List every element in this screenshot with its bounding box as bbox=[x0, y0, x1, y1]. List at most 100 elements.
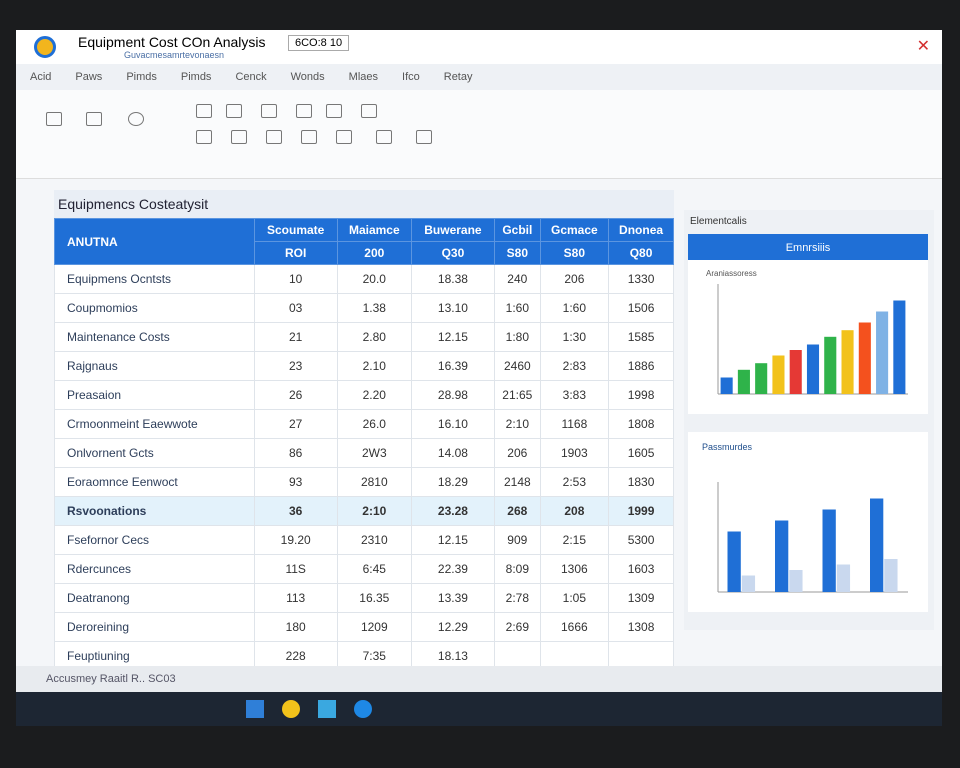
bar bbox=[884, 559, 898, 592]
ribbon-tabs: Acid Paws Pimds Pimds Cenck Wonds Mlaes Ifco Ret… bbox=[16, 64, 942, 90]
cell: 1585 bbox=[608, 322, 674, 352]
cell: 2148 bbox=[494, 467, 541, 497]
table-row: Onlvornent Gcts 86 2W3 14.08 206 1903 1605 bbox=[54, 438, 674, 468]
table-row: Deatranong 113 16.35 13.39 2:78 1:05 1309 bbox=[54, 583, 674, 613]
bar bbox=[727, 531, 741, 592]
chart-legend: Araniassoress bbox=[706, 269, 757, 278]
column-header: Maiamce bbox=[336, 218, 412, 242]
cell: 26 bbox=[253, 380, 338, 410]
cell: 3:83 bbox=[539, 380, 610, 410]
cell: 36 bbox=[253, 496, 338, 526]
cell: 1506 bbox=[608, 293, 674, 323]
chart-title: Passmurdes bbox=[702, 442, 753, 452]
window-title: Equipment Cost COn Analysis bbox=[78, 34, 266, 50]
task-icon[interactable] bbox=[354, 700, 372, 718]
cell: 2:10 bbox=[336, 496, 412, 526]
cell: 11S bbox=[253, 554, 338, 584]
screen: Equipment Cost COn Analysis Guvacmesamrt… bbox=[16, 30, 942, 726]
task-icon[interactable] bbox=[318, 700, 336, 718]
chart-title: Emnrsiiis bbox=[786, 242, 831, 254]
table-row: Eoraomnce Eenwoct 93 2810 18.29 2148 2:53 1830 bbox=[54, 467, 674, 497]
unit-header: Q30 bbox=[410, 241, 496, 265]
ribbon-tab[interactable]: Wonds bbox=[290, 71, 325, 83]
bar bbox=[789, 570, 803, 592]
cell: 8:09 bbox=[494, 554, 541, 584]
unit-row: ROI 200 Q30 S80 S80 Q80 bbox=[55, 241, 674, 265]
cell: 1830 bbox=[608, 467, 674, 497]
cell: 268 bbox=[494, 496, 541, 526]
app-icon bbox=[34, 36, 56, 58]
bar bbox=[836, 564, 851, 592]
bar bbox=[858, 322, 871, 394]
ribbon-tab[interactable]: Paws bbox=[75, 71, 103, 83]
bar bbox=[772, 355, 785, 394]
row-label: Preasaion bbox=[54, 380, 255, 410]
chart: Passmurdes bbox=[688, 432, 928, 612]
cell: 23.28 bbox=[410, 496, 496, 526]
table-row: Coupmomios 03 1.38 13.10 1:60 1:60 1506 bbox=[54, 293, 674, 323]
panel-title: Elementcalis bbox=[690, 216, 747, 227]
row-label: Onlvornent Gcts bbox=[54, 438, 255, 468]
bar bbox=[775, 520, 789, 592]
unit-header: Q80 bbox=[608, 241, 674, 265]
ribbon-tab[interactable]: Acid bbox=[30, 71, 52, 83]
bar bbox=[893, 300, 906, 394]
ribbon-tab[interactable]: Pimds bbox=[180, 71, 212, 83]
bar bbox=[841, 330, 854, 394]
row-label: Fsefornor Cecs bbox=[54, 525, 255, 555]
ribbon-tab[interactable]: Cenck bbox=[235, 71, 267, 83]
table-row: Deroreining 180 1209 12.29 2:69 1666 1308 bbox=[54, 612, 674, 642]
cell: 16.35 bbox=[336, 583, 412, 613]
cell: 1308 bbox=[608, 612, 674, 642]
name-box[interactable]: 6CO:8 10 bbox=[288, 35, 350, 51]
task-icon[interactable] bbox=[282, 700, 300, 718]
bar bbox=[870, 498, 884, 592]
cell: 1605 bbox=[608, 438, 674, 468]
bar bbox=[737, 369, 750, 394]
cell: 03 bbox=[253, 293, 338, 323]
column-header: Gcbil bbox=[494, 218, 541, 242]
cell: 16.10 bbox=[410, 409, 496, 439]
row-label: Coupmomios bbox=[54, 293, 255, 323]
cell: 2:53 bbox=[539, 467, 610, 497]
cell: 13.39 bbox=[410, 583, 496, 613]
cell: 21:65 bbox=[494, 380, 541, 410]
unit-header: S80 bbox=[539, 241, 610, 265]
cell: 16.39 bbox=[410, 351, 496, 381]
table-row: Preasaion 26 2.20 28.98 21:65 3:83 1998 bbox=[54, 380, 674, 410]
chart-header bbox=[688, 234, 928, 260]
cell: 86 bbox=[253, 438, 338, 468]
column-header: Dnonea bbox=[608, 218, 674, 242]
cell: 1:60 bbox=[539, 293, 610, 323]
header-row: ANUTNA Scoumate Maiamce Buwerane Gcbil Gcmace… bbox=[54, 218, 674, 265]
row-label: Rdercunces bbox=[54, 554, 255, 584]
ribbon-tab[interactable]: Mlaes bbox=[348, 71, 379, 83]
table-row: Rdercunces 11S 6:45 22.39 8:09 1306 1603 bbox=[54, 554, 674, 584]
cell: 23 bbox=[253, 351, 338, 381]
cell: 1.38 bbox=[336, 293, 412, 323]
ribbon-tab[interactable]: Retay bbox=[443, 71, 473, 83]
cell: 1:30 bbox=[539, 322, 610, 352]
ribbon-tab[interactable]: Pimds bbox=[126, 71, 157, 83]
bar bbox=[741, 575, 756, 592]
toolbar bbox=[16, 90, 942, 179]
side-panel: Elementcalis Emnrsiiis Araniassoress Pass… bbox=[684, 210, 934, 630]
taskbar bbox=[16, 692, 942, 726]
bar bbox=[876, 311, 889, 394]
cell: 10 bbox=[253, 264, 338, 294]
row-label: Eoraomnce Eenwoct bbox=[54, 467, 255, 497]
task-icon[interactable] bbox=[246, 700, 264, 718]
close-button[interactable]: ✕ bbox=[916, 38, 930, 55]
cell: 1:80 bbox=[494, 322, 541, 352]
sheet-title: Equipmencs Costeatysit bbox=[54, 190, 674, 218]
cell: 113 bbox=[253, 583, 338, 613]
ribbon-tab[interactable]: Ifco bbox=[402, 71, 420, 83]
unit-header: S80 bbox=[494, 241, 541, 265]
cell: 2460 bbox=[494, 351, 541, 381]
cell: 206 bbox=[494, 438, 541, 468]
cell: 1998 bbox=[608, 380, 674, 410]
table-row: Rajgnaus 23 2.10 16.39 2460 2:83 1886 bbox=[54, 351, 674, 381]
chart: Emnrsiiis Araniassoress bbox=[688, 234, 928, 414]
window-subtitle: Guvacmesamrtevonaesn bbox=[124, 50, 225, 60]
cell: 1886 bbox=[608, 351, 674, 381]
